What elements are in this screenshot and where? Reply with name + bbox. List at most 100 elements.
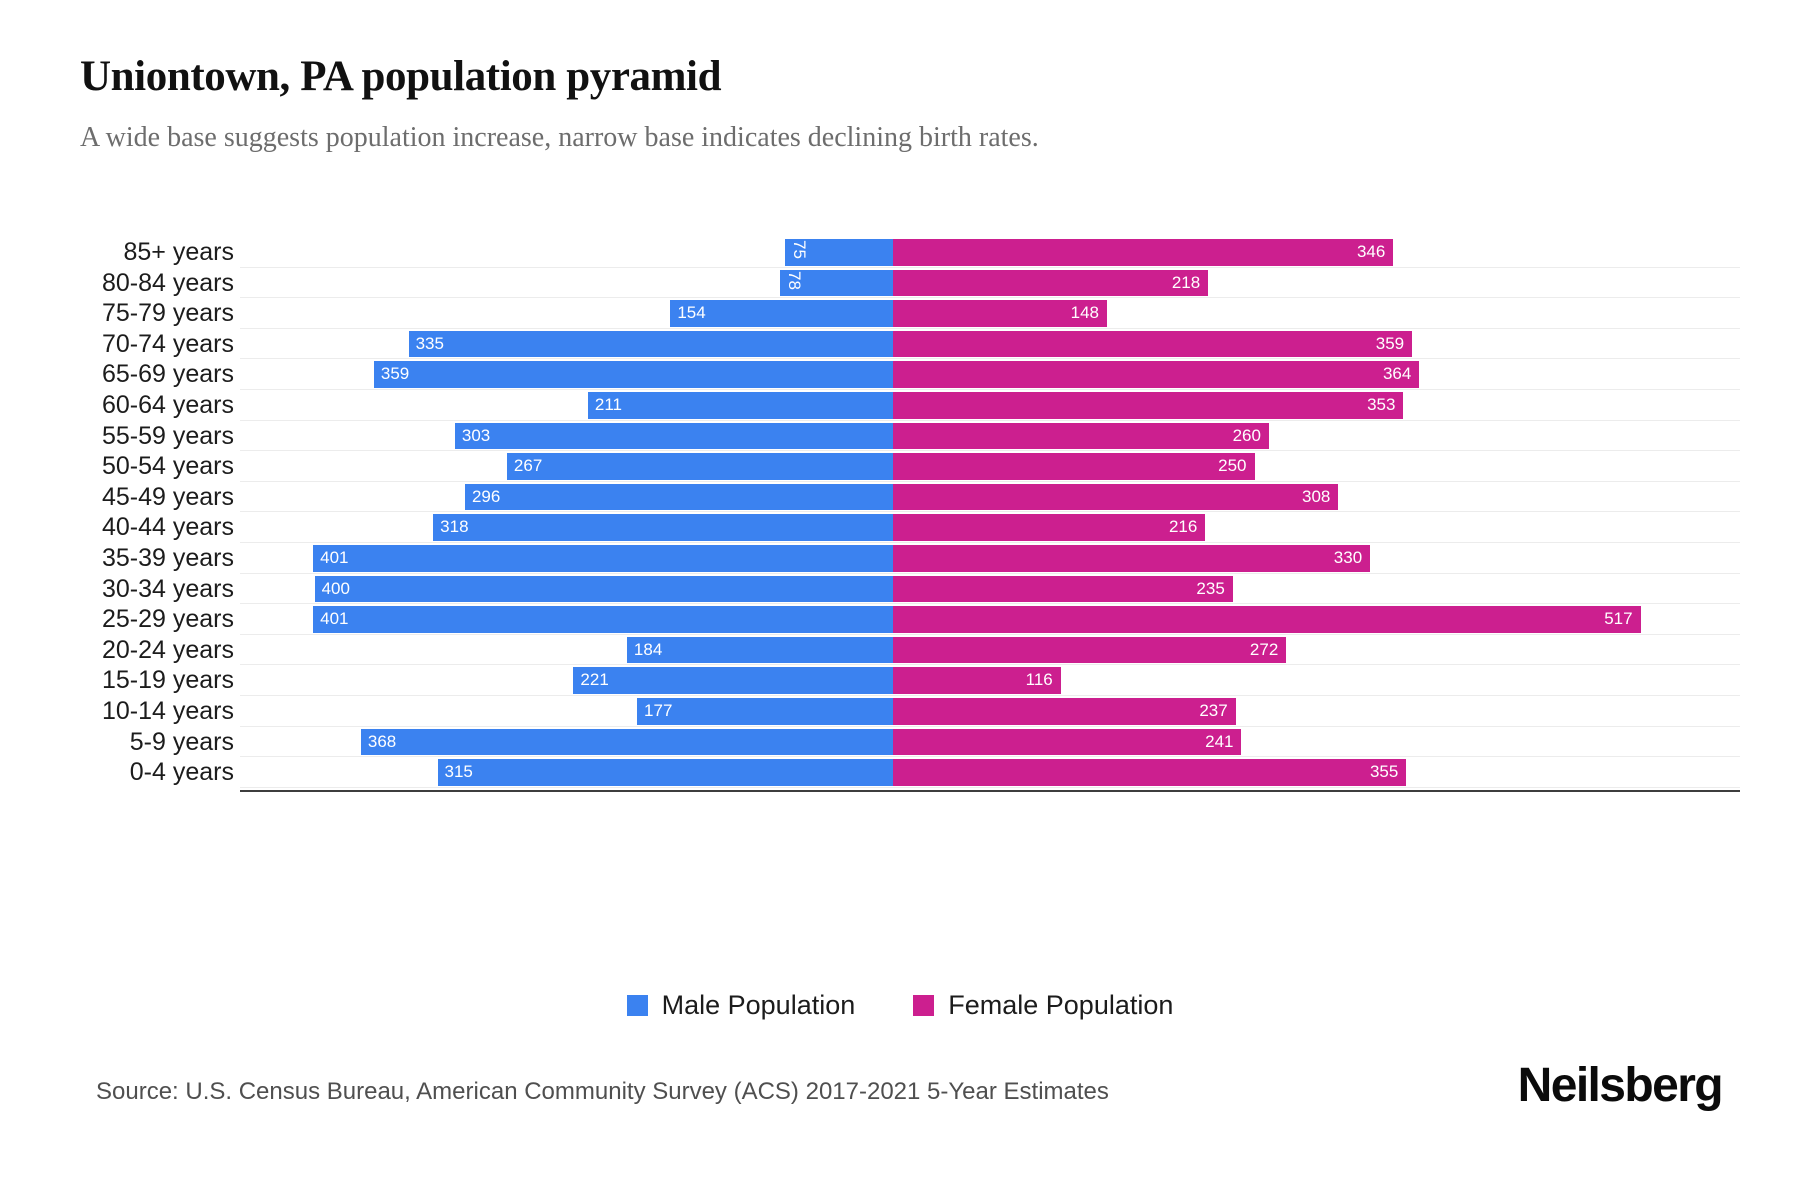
bar-female[interactable]: 218: [893, 269, 1209, 297]
bar-female[interactable]: 250: [893, 453, 1255, 480]
grid-line: [240, 603, 1740, 605]
legend-label-female: Female Population: [948, 990, 1174, 1020]
chart-row: 65-69 years 359 364: [0, 359, 1800, 390]
bar-female[interactable]: 260: [893, 422, 1269, 450]
bar-male[interactable]: 154: [670, 300, 893, 327]
bar-female[interactable]: 116: [893, 667, 1061, 694]
bar-female[interactable]: 346: [893, 239, 1394, 266]
category-label: 0-4 years: [129, 758, 234, 787]
grid-line: [240, 786, 1740, 788]
bar-value-male: 315: [444, 762, 473, 782]
bar-value-female: 241: [1205, 731, 1234, 751]
bar-value-female: 148: [1070, 303, 1099, 323]
bar-value-male: 359: [380, 364, 410, 384]
page-title: Uniontown, PA population pyramid: [80, 53, 722, 100]
bar-value-male: 400: [321, 578, 350, 598]
legend-item-male[interactable]: Male Population: [626, 990, 856, 1021]
bar-female[interactable]: 241: [893, 728, 1242, 756]
bar-female[interactable]: 216: [893, 514, 1206, 541]
chart-row: 20-24 years 184 272: [0, 635, 1800, 666]
bar-female[interactable]: 308: [893, 483, 1339, 511]
bar-male[interactable]: 315: [437, 759, 893, 786]
bar-female[interactable]: 330: [893, 545, 1371, 572]
bar-female[interactable]: 355: [893, 759, 1407, 786]
bar-value-female: 353: [1367, 395, 1396, 414]
bar-male[interactable]: 318: [433, 514, 893, 541]
bar-value-female: 250: [1218, 456, 1247, 476]
grid-line: [240, 633, 1740, 635]
bar-value-male: 296: [471, 486, 501, 506]
category-label: 65-69 years: [101, 360, 234, 389]
category-label: 60-64 years: [101, 391, 234, 419]
bar-male[interactable]: 400: [314, 575, 893, 603]
bar-value-male: 335: [415, 333, 444, 353]
bar-female[interactable]: 517: [893, 606, 1641, 633]
grid-line: [240, 419, 1740, 421]
chart-subtitle: A wide base suggests population increase…: [80, 122, 1039, 153]
bar-value-female: 235: [1196, 578, 1225, 598]
male-color-swatch: [626, 995, 648, 1016]
grid-line: [240, 664, 1740, 666]
bar-male[interactable]: 368: [360, 728, 893, 756]
bar-value-male: 401: [320, 548, 349, 567]
bar-male[interactable]: 211: [587, 392, 893, 419]
bar-value-male: 184: [633, 639, 663, 659]
chart-legend: Male Population Female Population: [0, 990, 1800, 1021]
category-label: 75-79 years: [101, 299, 234, 328]
grid-line: [240, 450, 1740, 452]
bar-value-male: 303: [461, 425, 491, 445]
chart-row: 5-9 years 368 241: [0, 727, 1800, 758]
bar-male[interactable]: 401: [313, 606, 893, 633]
bar-male[interactable]: 184: [626, 636, 893, 664]
grid-line: [240, 297, 1740, 299]
bar-male[interactable]: 303: [454, 422, 893, 450]
axis-baseline: [240, 789, 1740, 792]
bar-male[interactable]: 296: [464, 483, 893, 511]
chart-row: 25-29 years 401 517: [0, 604, 1800, 635]
bar-value-male: 211: [594, 395, 622, 414]
bar-value-female: 330: [1333, 548, 1363, 567]
bar-value-female: 237: [1199, 701, 1228, 720]
category-label: 45-49 years: [101, 482, 234, 511]
bar-value-male: 78: [785, 270, 805, 290]
source-attribution: Source: U.S. Census Bureau, American Com…: [96, 1078, 1109, 1105]
bar-female[interactable]: 364: [893, 361, 1420, 388]
female-color-swatch: [913, 995, 935, 1016]
category-label: 5-9 years: [129, 727, 234, 756]
bar-female[interactable]: 148: [893, 300, 1107, 327]
bar-value-female: 308: [1301, 486, 1331, 506]
bar-male[interactable]: 335: [408, 330, 893, 358]
bar-female[interactable]: 272: [893, 636, 1287, 664]
bar-female[interactable]: 353: [893, 392, 1404, 419]
bar-male[interactable]: 267: [506, 453, 893, 480]
bar-male[interactable]: 221: [573, 667, 893, 694]
chart-row: 45-49 years 296 308: [0, 482, 1800, 513]
category-label: 80-84 years: [101, 268, 234, 297]
bar-male[interactable]: 401: [313, 545, 893, 572]
bar-male[interactable]: 177: [637, 698, 893, 725]
bar-male[interactable]: 75: [784, 239, 893, 266]
legend-label-male: Male Population: [661, 990, 856, 1020]
category-label: 10-14 years: [101, 697, 234, 725]
bar-female[interactable]: 237: [893, 698, 1236, 725]
chart-row: 50-54 years 267 250: [0, 451, 1800, 482]
grid-line: [240, 572, 1740, 574]
bar-value-male: 177: [644, 701, 673, 720]
bar-value-male: 368: [367, 731, 397, 751]
bar-female[interactable]: 235: [893, 575, 1233, 603]
chart-row: 15-19 years 221 116: [0, 665, 1800, 696]
category-label: 85+ years: [123, 238, 235, 266]
grid-line: [240, 695, 1740, 696]
chart-row: 80-84 years 78 218: [0, 268, 1800, 299]
bar-value-female: 364: [1382, 364, 1412, 384]
bar-male[interactable]: 359: [373, 361, 893, 388]
chart-row: 35-39 years 401 330: [0, 543, 1800, 574]
category-label: 70-74 years: [101, 329, 234, 358]
bar-value-male: 318: [440, 517, 469, 537]
legend-item-female[interactable]: Female Population: [913, 990, 1173, 1021]
category-label: 55-59 years: [101, 421, 234, 450]
bar-male[interactable]: 78: [780, 269, 893, 297]
bar-value-male: 401: [320, 609, 349, 629]
bar-value-female: 216: [1168, 517, 1198, 537]
bar-female[interactable]: 359: [893, 330, 1413, 358]
